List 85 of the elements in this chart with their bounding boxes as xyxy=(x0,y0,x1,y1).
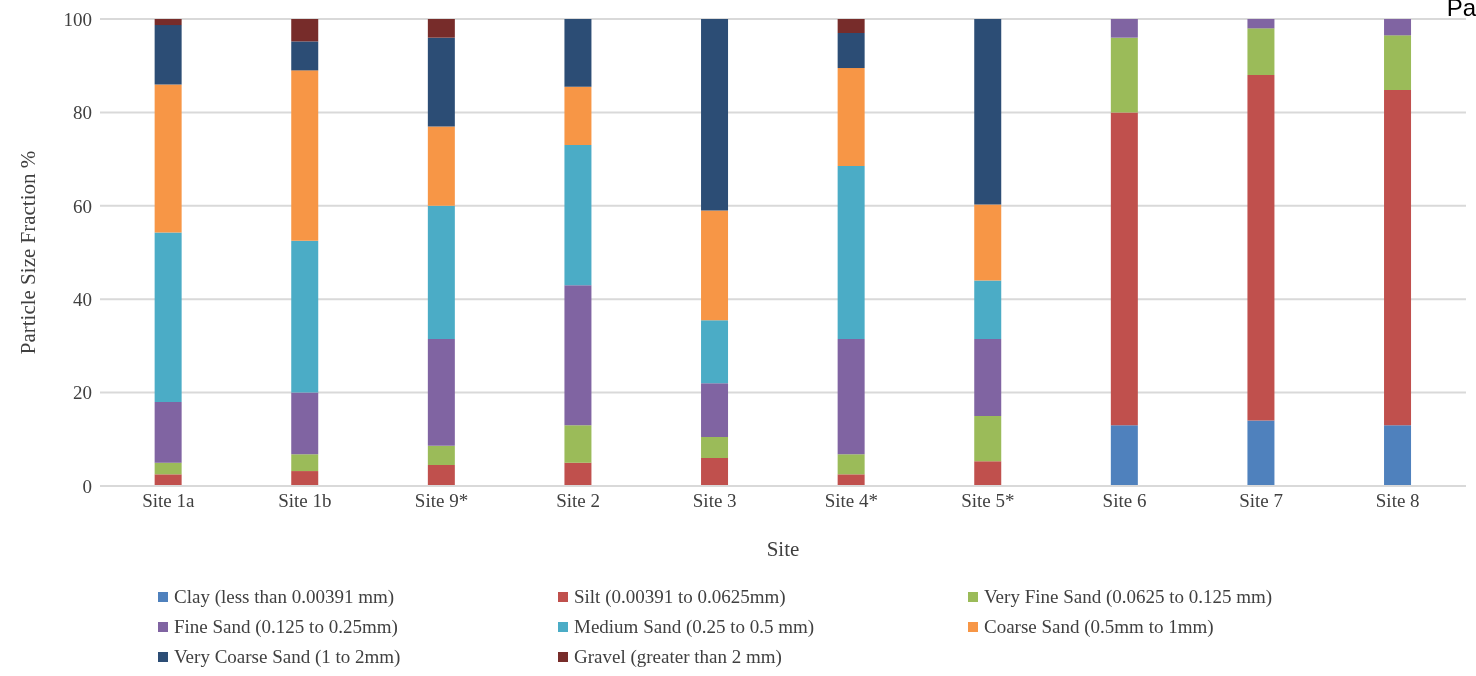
bar xyxy=(154,232,182,402)
bar xyxy=(974,19,1002,205)
legend-label: Medium Sand (0.25 to 0.5 mm) xyxy=(574,616,815,638)
bar xyxy=(1384,425,1412,486)
bar xyxy=(837,338,865,455)
bar xyxy=(564,145,592,286)
x-tick-label: Site 4* xyxy=(824,490,878,512)
bar xyxy=(837,19,865,34)
bar xyxy=(427,19,455,38)
bar xyxy=(291,41,319,71)
bar xyxy=(564,86,592,146)
bar xyxy=(1384,35,1412,90)
bar xyxy=(974,280,1002,339)
bar xyxy=(427,464,455,486)
y-tick-label: 60 xyxy=(73,195,92,217)
legend-label: Silt (0.00391 to 0.0625mm) xyxy=(574,586,786,608)
legend-label: Gravel (greater than 2 mm) xyxy=(574,646,782,668)
y-tick-label: 80 xyxy=(73,102,92,124)
bar xyxy=(974,204,1002,281)
bar xyxy=(701,436,729,458)
x-tick-label: Site 2 xyxy=(556,490,601,512)
bar xyxy=(154,462,182,475)
bar xyxy=(291,70,319,241)
x-tick-label: Site 9* xyxy=(414,490,469,512)
bar xyxy=(701,320,729,384)
legend-label: Coarse Sand (0.5mm to 1mm) xyxy=(984,616,1214,638)
bar xyxy=(564,19,592,87)
bar xyxy=(291,471,319,486)
bar xyxy=(837,68,865,167)
bar xyxy=(837,454,865,475)
legend-label: Very Fine Sand (0.0625 to 0.125 mm) xyxy=(984,586,1273,608)
bar xyxy=(427,205,455,339)
y-tick-label: 100 xyxy=(63,8,92,30)
bar xyxy=(1110,425,1138,486)
bar xyxy=(1110,112,1138,426)
bar xyxy=(701,210,729,321)
y-axis-title: Particle Size Fraction % xyxy=(16,150,41,355)
y-tick-label: 20 xyxy=(73,382,92,404)
legend-label: Clay (less than 0.00391 mm) xyxy=(174,586,395,608)
bar xyxy=(1247,19,1275,29)
bar xyxy=(1247,28,1275,76)
legend-label: Fine Sand (0.125 to 0.25mm) xyxy=(174,616,398,638)
bar xyxy=(154,25,182,85)
x-tick-label: Site 1a xyxy=(142,490,195,512)
bar xyxy=(291,454,319,472)
bar xyxy=(427,338,455,446)
bar xyxy=(1384,89,1412,426)
bar xyxy=(291,240,319,393)
x-axis-title: Site xyxy=(766,537,800,561)
bar xyxy=(974,461,1002,486)
bar xyxy=(837,33,865,69)
bar xyxy=(427,445,455,465)
x-tick-label: Site 5* xyxy=(961,490,1015,512)
bar xyxy=(1110,37,1138,113)
bar xyxy=(291,392,319,455)
bar xyxy=(154,19,182,26)
bar xyxy=(564,462,592,486)
y-tick-label: 40 xyxy=(73,288,92,310)
bar xyxy=(564,425,592,463)
x-tick-label: Site 8 xyxy=(1375,490,1420,512)
bar xyxy=(974,415,1002,462)
bar xyxy=(154,401,182,463)
bar xyxy=(1247,420,1275,486)
bar xyxy=(427,126,455,206)
bar xyxy=(1247,75,1275,421)
bar xyxy=(291,19,319,42)
bar xyxy=(154,474,182,486)
bar xyxy=(701,19,729,211)
x-tick-label: Site 6 xyxy=(1102,490,1147,512)
y-tick-label: 0 xyxy=(82,475,92,497)
bar xyxy=(427,37,455,127)
bar xyxy=(1384,19,1412,36)
bar xyxy=(564,285,592,426)
bar xyxy=(837,166,865,339)
x-tick-label: Site 7 xyxy=(1239,490,1284,512)
x-tick-label: Site 3 xyxy=(692,490,737,512)
x-tick-label: Site 1b xyxy=(278,490,332,512)
bar xyxy=(1110,19,1138,38)
bar xyxy=(837,474,865,486)
bar xyxy=(974,338,1002,416)
bar xyxy=(154,84,182,233)
bar xyxy=(701,383,729,437)
legend-label: Very Coarse Sand (1 to 2mm) xyxy=(174,646,401,668)
bar xyxy=(701,457,729,486)
annotation: Pa xyxy=(1446,0,1476,22)
